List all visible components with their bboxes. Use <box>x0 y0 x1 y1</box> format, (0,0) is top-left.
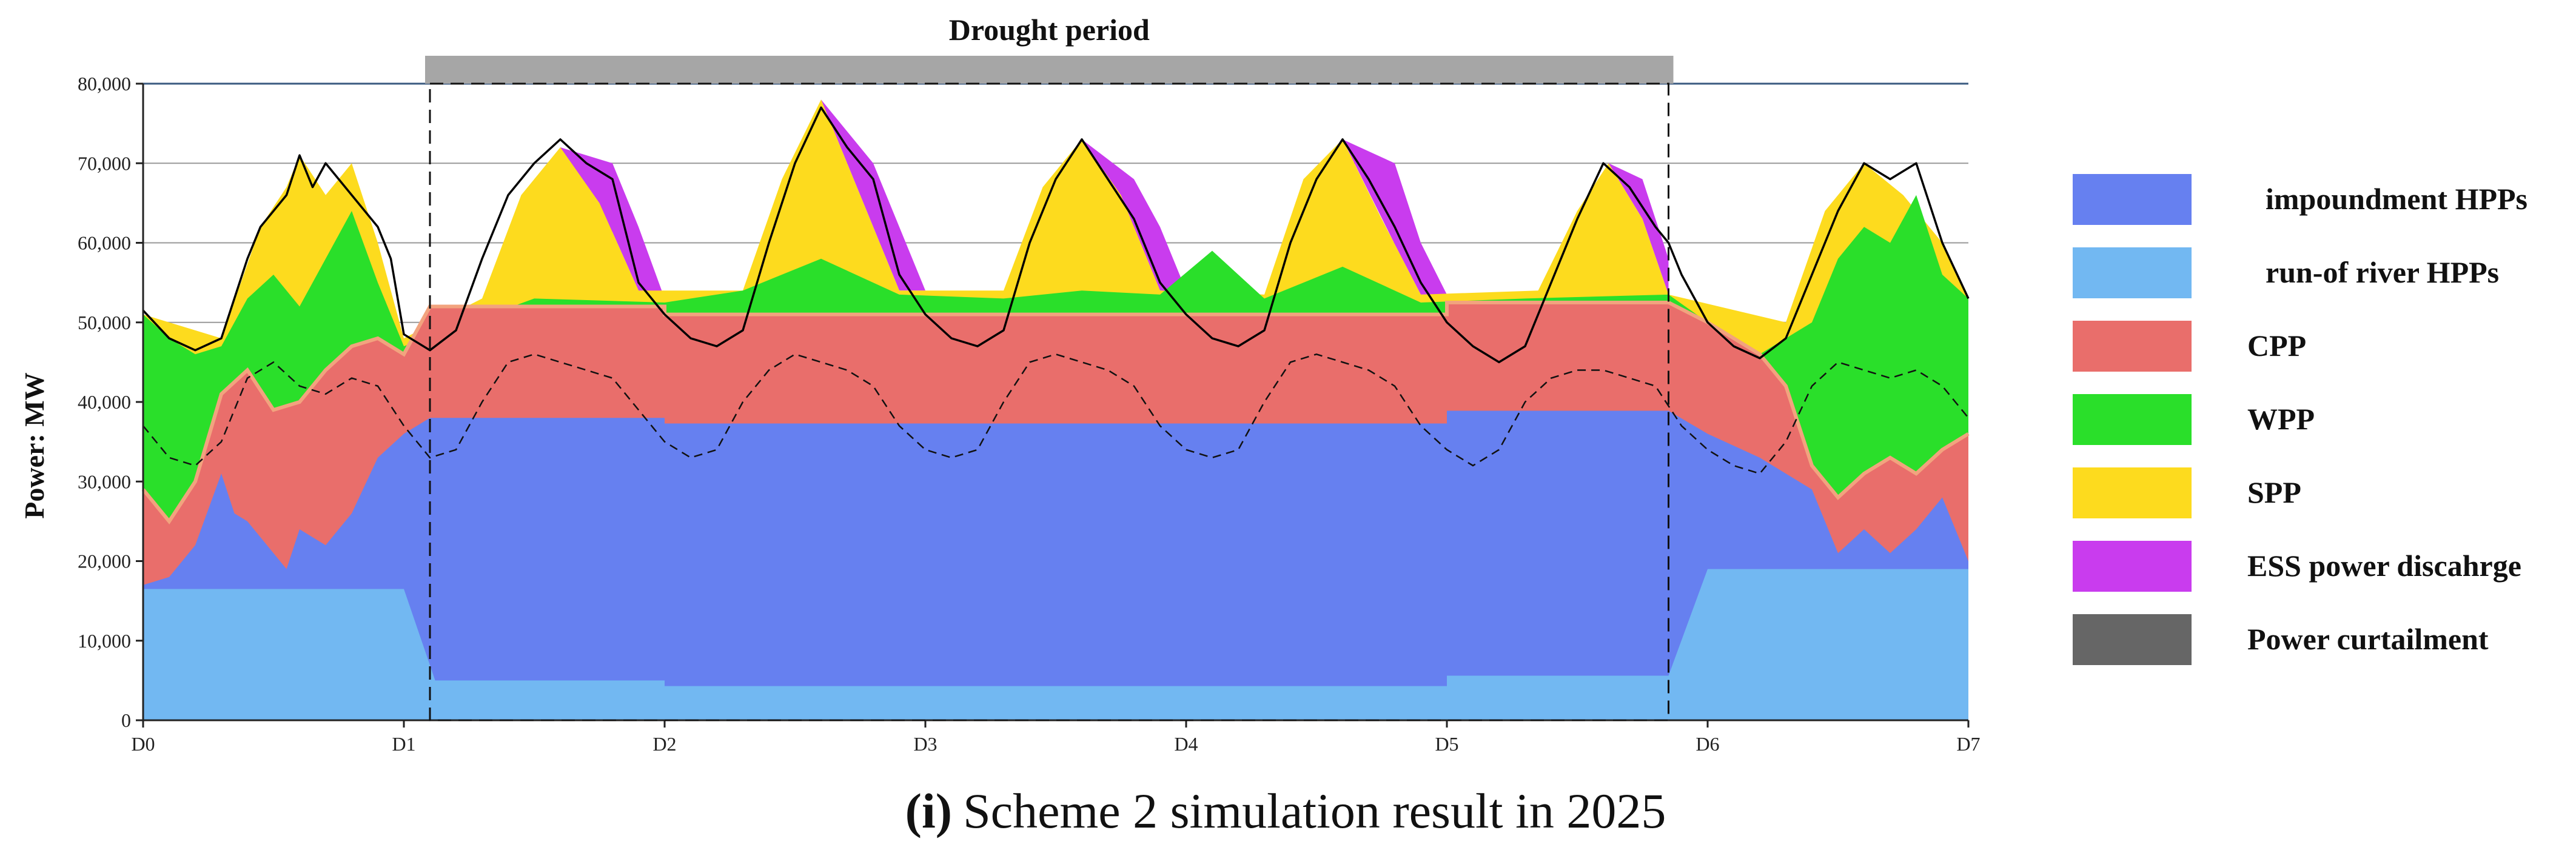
x-tick-label: D2 <box>652 733 676 755</box>
stacked-area-series <box>141 99 1970 720</box>
legend-swatch <box>2073 614 2192 665</box>
y-tick-label: 20,000 <box>78 550 131 572</box>
drought-bar <box>425 56 1674 84</box>
y-tick-label: 40,000 <box>78 391 131 413</box>
y-axis-label: Power: MW <box>19 372 50 518</box>
legend-label: run-of river HPPs <box>2266 255 2499 289</box>
drought-label: Drought period <box>949 13 1150 47</box>
legend-label: impoundment HPPs <box>2266 182 2527 216</box>
caption-label: (i) <box>905 783 952 838</box>
x-tick-label: D0 <box>131 733 155 755</box>
legend-label: WPP <box>2247 402 2315 436</box>
x-tick-label: D1 <box>392 733 415 755</box>
impoundment-hpp-area <box>143 410 1968 720</box>
x-tick-label: D3 <box>913 733 937 755</box>
y-tick-label: 80,000 <box>78 73 131 95</box>
load-curves <box>142 106 1970 475</box>
run-of-river-hpp-area <box>143 569 1968 720</box>
x-tick-label: D6 <box>1696 733 1719 755</box>
legend-swatch <box>2073 394 2192 445</box>
legend-swatch <box>2073 321 2192 372</box>
x-tick-label: D7 <box>1956 733 1980 755</box>
legend: impoundment HPPs run-of river HPPs CPP WPP S… <box>2073 174 2527 665</box>
drought-box <box>429 82 1669 721</box>
legend-swatch <box>2073 541 2192 592</box>
legend-label: ESS power discahrge <box>2247 549 2521 583</box>
load-line <box>142 106 1970 364</box>
caption-text: Scheme 2 simulation result in 2025 <box>963 783 1666 838</box>
y-tick-label: 70,000 <box>78 152 131 174</box>
x-tick-label: D5 <box>1435 733 1458 755</box>
y-tick-label: 60,000 <box>78 232 131 254</box>
tick-labels: 0 10,000 20,000 30,000 40,000 50,000 60,000 70,… <box>78 73 1981 755</box>
legend-label: SPP <box>2247 475 2301 509</box>
legend-swatch <box>2073 247 2192 298</box>
drought-period-annotation: Drought period <box>425 13 1674 721</box>
y-tick-label: 50,000 <box>78 312 131 333</box>
legend-swatch <box>2073 467 2192 518</box>
chart-caption: (i) Scheme 2 simulation result in 2025 <box>905 783 1666 838</box>
y-tick-label: 0 <box>121 709 131 731</box>
y-tick-label: 10,000 <box>78 630 131 652</box>
legend-label: CPP <box>2247 329 2306 363</box>
legend-swatch <box>2073 174 2192 225</box>
x-tick-label: D4 <box>1174 733 1198 755</box>
y-tick-label: 30,000 <box>78 470 131 492</box>
legend-label: Power curtailment <box>2247 622 2489 656</box>
